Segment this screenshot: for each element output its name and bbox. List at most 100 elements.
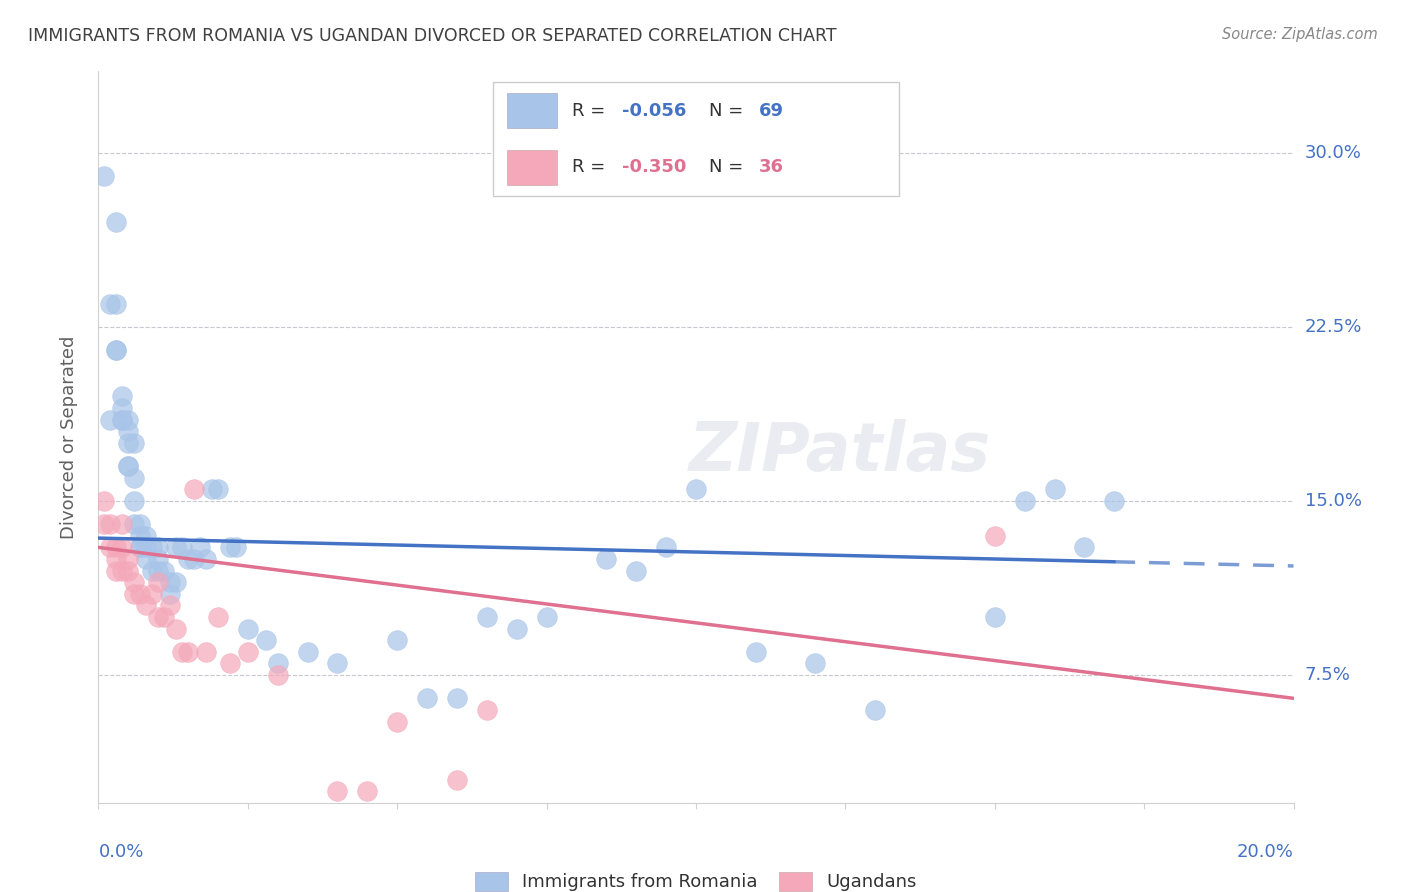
Point — [655, 541, 678, 555]
Point — [685, 483, 707, 497]
Point — [135, 599, 157, 613]
Point — [1073, 541, 1095, 555]
Text: 30.0%: 30.0% — [1305, 144, 1361, 161]
Point — [188, 541, 211, 555]
Point — [865, 703, 887, 717]
Point — [219, 541, 242, 555]
Point — [124, 471, 146, 485]
Point — [595, 552, 617, 566]
Point — [105, 343, 128, 357]
Point — [111, 401, 134, 415]
Point — [93, 169, 115, 183]
Point — [194, 645, 218, 659]
Text: ZIPatlas: ZIPatlas — [689, 418, 990, 484]
Text: -0.350: -0.350 — [621, 159, 686, 177]
Point — [98, 412, 122, 426]
Text: Source: ZipAtlas.com: Source: ZipAtlas.com — [1222, 27, 1378, 42]
Point — [207, 483, 229, 497]
Point — [129, 541, 152, 555]
Legend: Immigrants from Romania, Ugandans: Immigrants from Romania, Ugandans — [467, 863, 925, 892]
Point — [267, 668, 290, 682]
Point — [201, 483, 224, 497]
Point — [1104, 494, 1126, 508]
Point — [129, 529, 152, 543]
Point — [111, 412, 134, 426]
FancyBboxPatch shape — [494, 82, 900, 195]
Text: N =: N = — [709, 159, 749, 177]
Point — [385, 714, 409, 729]
Point — [117, 436, 139, 450]
Text: 0.0%: 0.0% — [98, 843, 143, 861]
Point — [129, 541, 152, 555]
Point — [1014, 494, 1036, 508]
Point — [105, 564, 128, 578]
Point — [225, 541, 247, 555]
Point — [98, 541, 122, 555]
Point — [326, 784, 349, 798]
Point — [135, 541, 157, 555]
Point — [804, 657, 827, 671]
Point — [117, 424, 139, 438]
Point — [475, 610, 498, 624]
Point — [983, 610, 1005, 624]
Text: 20.0%: 20.0% — [1237, 843, 1294, 861]
Point — [172, 541, 194, 555]
FancyBboxPatch shape — [508, 93, 557, 128]
Point — [124, 575, 146, 590]
Point — [153, 564, 176, 578]
Point — [159, 587, 181, 601]
Point — [356, 784, 378, 798]
Point — [148, 610, 170, 624]
Point — [207, 610, 229, 624]
Point — [983, 529, 1005, 543]
Point — [111, 412, 134, 426]
Text: R =: R = — [572, 159, 610, 177]
Point — [129, 517, 152, 532]
Point — [159, 599, 181, 613]
Text: -0.056: -0.056 — [621, 102, 686, 120]
Point — [105, 343, 128, 357]
Point — [194, 552, 218, 566]
Point — [446, 772, 468, 787]
Point — [93, 494, 115, 508]
Point — [177, 552, 200, 566]
Point — [326, 657, 349, 671]
Point — [117, 459, 139, 474]
Point — [506, 622, 529, 636]
Point — [536, 610, 558, 624]
Point — [111, 564, 134, 578]
Point — [105, 541, 128, 555]
Text: R =: R = — [572, 102, 610, 120]
Point — [141, 587, 163, 601]
Point — [159, 575, 181, 590]
Point — [416, 691, 439, 706]
Point — [183, 552, 205, 566]
Text: 36: 36 — [759, 159, 785, 177]
Point — [124, 517, 146, 532]
Point — [105, 552, 128, 566]
Point — [148, 575, 170, 590]
Point — [624, 564, 647, 578]
Point — [117, 552, 139, 566]
Point — [236, 622, 259, 636]
Point — [177, 645, 200, 659]
Point — [165, 575, 187, 590]
Point — [183, 483, 205, 497]
Point — [111, 541, 134, 555]
Point — [153, 610, 176, 624]
Point — [98, 296, 122, 310]
Point — [165, 622, 187, 636]
Point — [172, 645, 194, 659]
Point — [475, 703, 498, 717]
Point — [105, 296, 128, 310]
Point — [141, 541, 163, 555]
Y-axis label: Divorced or Separated: Divorced or Separated — [59, 335, 77, 539]
Point — [135, 529, 157, 543]
Point — [148, 564, 170, 578]
Point — [446, 691, 468, 706]
Point — [124, 587, 146, 601]
Text: 15.0%: 15.0% — [1305, 491, 1361, 510]
Point — [219, 657, 242, 671]
Point — [117, 459, 139, 474]
Point — [254, 633, 277, 648]
